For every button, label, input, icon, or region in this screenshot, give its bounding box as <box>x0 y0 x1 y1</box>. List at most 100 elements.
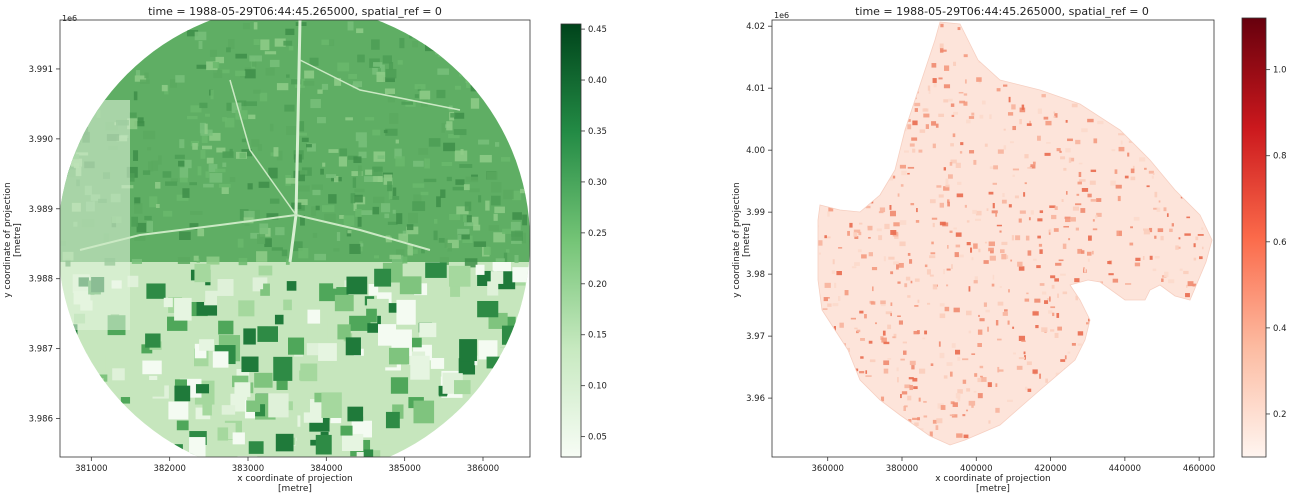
index-cell <box>1012 326 1015 329</box>
index-cell <box>835 41 839 47</box>
index-cell <box>973 243 978 249</box>
field-cell <box>307 309 321 324</box>
index-cell <box>1132 165 1135 171</box>
index-cell <box>1087 193 1092 198</box>
index-cell <box>1182 173 1186 176</box>
index-cell <box>1020 410 1023 414</box>
vegetation-cell <box>312 189 321 196</box>
index-cell <box>1105 362 1110 367</box>
index-cell <box>1186 307 1193 311</box>
index-cell <box>1164 362 1172 365</box>
vegetation-cell <box>459 164 473 168</box>
index-cell <box>1071 342 1076 346</box>
index-cell <box>886 72 892 76</box>
index-cell <box>943 186 950 191</box>
index-cell <box>1144 77 1151 83</box>
vegetation-cell <box>387 94 395 103</box>
vegetation-cell <box>336 232 341 242</box>
index-cell <box>968 286 971 292</box>
index-cell <box>1184 233 1191 236</box>
index-cell <box>1075 203 1082 206</box>
index-cell <box>1050 275 1056 279</box>
y-tick-label: 3.988 <box>29 275 53 285</box>
index-cell <box>973 390 977 393</box>
index-cell <box>947 201 950 207</box>
index-cell <box>1135 257 1141 261</box>
vegetation-cell <box>463 222 474 227</box>
index-cell <box>896 264 899 270</box>
vegetation-cell <box>123 48 131 52</box>
index-cell <box>827 303 832 307</box>
index-cell <box>1059 150 1062 153</box>
index-cell <box>1072 206 1079 211</box>
field-cell <box>122 453 134 457</box>
vegetation-cell <box>178 160 185 167</box>
vegetation-cell <box>463 184 470 191</box>
index-cell <box>854 236 859 240</box>
index-cell <box>936 418 943 424</box>
index-cell <box>890 271 894 275</box>
vegetation-cell <box>437 47 448 58</box>
x-tick-label: 380000 <box>886 464 918 474</box>
index-cell <box>1107 66 1113 68</box>
index-cell <box>1171 120 1174 126</box>
index-cell <box>1032 311 1039 316</box>
index-cell <box>917 417 920 421</box>
index-cell <box>830 391 833 395</box>
vegetation-cell <box>137 117 144 124</box>
index-cell <box>1097 387 1105 392</box>
index-cell <box>912 120 918 126</box>
index-cell <box>1138 111 1145 117</box>
vegetation-cell <box>61 89 69 94</box>
index-cell <box>1103 353 1110 356</box>
field-cell <box>309 430 321 440</box>
index-cell <box>1118 146 1125 152</box>
vegetation-cell <box>510 221 521 231</box>
index-cell <box>1184 123 1190 127</box>
index-cell <box>893 222 900 227</box>
vegetation-cell <box>337 62 350 72</box>
index-cell <box>873 133 877 138</box>
index-cell <box>900 358 905 361</box>
index-cell <box>1097 366 1104 370</box>
index-cell <box>1132 387 1140 390</box>
index-cell <box>1168 417 1171 422</box>
index-cell <box>938 194 944 198</box>
index-cell <box>939 43 944 49</box>
index-cell <box>890 230 897 235</box>
vegetation-cell <box>495 142 500 147</box>
vegetation-cell <box>163 210 173 217</box>
index-cell <box>852 54 857 60</box>
chart-1-road <box>79 213 431 251</box>
index-cell <box>972 209 977 214</box>
vegetation-cell <box>515 155 526 161</box>
index-cell <box>1190 69 1196 73</box>
index-cell <box>1090 199 1097 202</box>
index-cell <box>1054 444 1058 445</box>
index-cell <box>1010 420 1017 426</box>
field-cell <box>473 429 487 443</box>
index-cell <box>1098 392 1105 396</box>
index-cell <box>963 54 968 58</box>
field-cell <box>410 355 430 380</box>
index-cell <box>859 147 864 152</box>
index-cell <box>883 360 890 366</box>
index-cell <box>821 31 827 38</box>
vegetation-cell <box>131 24 141 32</box>
index-cell <box>1084 65 1090 69</box>
index-cell <box>1044 152 1051 156</box>
index-cell <box>1197 96 1200 101</box>
index-cell <box>882 166 885 171</box>
index-cell <box>1207 401 1212 407</box>
index-cell <box>950 103 955 107</box>
index-cell <box>854 37 857 40</box>
index-cell <box>1199 71 1204 76</box>
vegetation-cell <box>208 164 218 173</box>
vegetation-cell <box>488 52 496 56</box>
vegetation-cell <box>384 88 396 95</box>
vegetation-cell <box>192 143 198 150</box>
index-cell <box>1210 203 1212 205</box>
index-cell <box>1181 64 1185 68</box>
index-cell <box>1154 256 1160 259</box>
index-cell <box>864 314 867 319</box>
